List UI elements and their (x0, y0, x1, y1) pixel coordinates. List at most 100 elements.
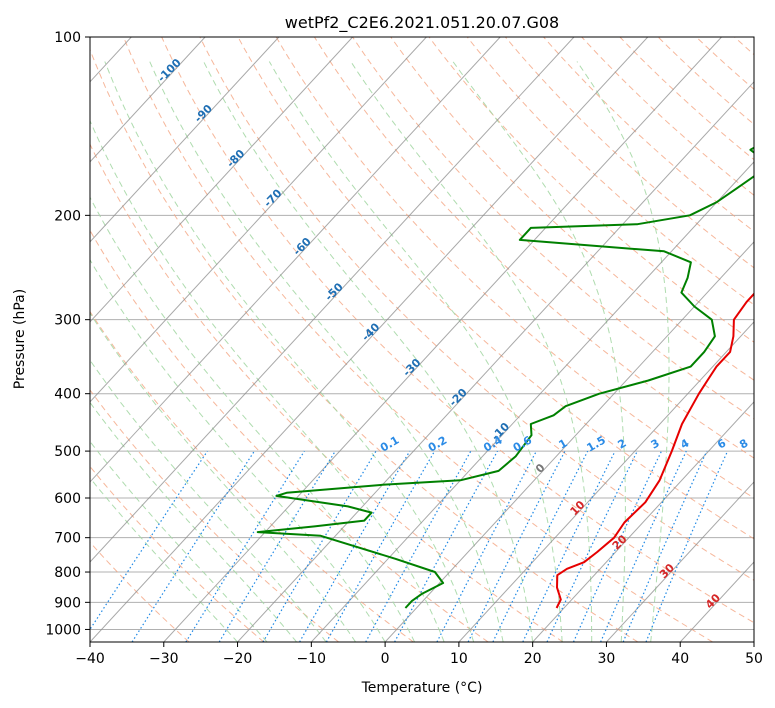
mixing-ratio-line (600, 450, 687, 642)
isotherm-label: -90 (192, 102, 215, 125)
moist-adiabat (90, 258, 386, 642)
moist-adiabat (203, 61, 534, 642)
isotherm-line (384, 241, 754, 642)
moist-adiabat (452, 61, 626, 642)
isotherm-line (458, 321, 754, 642)
dry-adiabat (90, 389, 339, 642)
moist-adiabat (90, 312, 357, 642)
mixing-ratio-line (622, 450, 708, 642)
y-tick-label: 900 (54, 595, 81, 611)
isotherm-line (679, 561, 754, 642)
mixing-ratio-line (185, 450, 305, 642)
y-tick-label: 700 (54, 531, 81, 547)
moist-adiabat (90, 477, 238, 642)
isotherm-line (90, 37, 280, 243)
isotherm-line (163, 37, 722, 642)
moist-adiabat (90, 401, 297, 642)
y-axis: 100 200 300 400 500 600 700 800 900 1000 (45, 30, 90, 638)
isotherm-line (532, 401, 754, 642)
isotherm-line (90, 37, 354, 323)
mixing-ratio-line (262, 450, 377, 642)
mixing-ratio-line (645, 450, 729, 642)
dewpoint-profile-line (256, 146, 754, 609)
dry-adiabat (734, 37, 754, 56)
plot-frame (89, 36, 755, 643)
mixing-ratio-line (325, 450, 436, 642)
x-tick-label: 0 (381, 651, 390, 667)
dry-adiabat (199, 37, 754, 581)
moist-adiabat (90, 196, 416, 642)
dry-adiabat (90, 48, 639, 642)
dry-adiabat (390, 37, 754, 381)
mixing-ratio-line (299, 450, 411, 642)
x-tick-label: 40 (671, 651, 689, 667)
x-tick-label: −30 (149, 651, 179, 667)
isotherm-label: -60 (291, 235, 314, 258)
dry-adiabat (352, 37, 754, 420)
isotherm-label: -40 (359, 320, 382, 343)
x-tick-label: −40 (75, 651, 105, 667)
moist-adiabat (350, 61, 593, 642)
isotherm-line (237, 81, 754, 642)
y-tick-label: 1000 (45, 622, 81, 638)
isotherm-label: -30 (400, 356, 423, 379)
dry-adiabat (123, 37, 713, 642)
y-tick-label: 400 (54, 387, 81, 403)
isotherm-label: -100 (155, 56, 184, 85)
isotherm-line (90, 37, 649, 642)
y-axis-title: Pressure (hPa) (12, 289, 28, 389)
isotherm-line (90, 37, 206, 163)
dry-adiabat (90, 143, 564, 642)
isotherm-line (90, 37, 427, 403)
mixing-ratio-line (492, 450, 589, 642)
dry-adiabat (161, 37, 754, 624)
y-tick-label: 800 (54, 565, 81, 581)
x-axis-title: Temperature (°C) (361, 680, 483, 696)
x-tick-label: −20 (223, 651, 253, 667)
y-tick-label: 300 (54, 313, 81, 329)
x-tick-label: −10 (297, 651, 327, 667)
y-tick-label: 100 (54, 30, 81, 46)
mixing-ratio-line (365, 450, 472, 642)
x-tick-label: 30 (598, 651, 616, 667)
isotherm-label: 10 (568, 498, 588, 518)
mixing-ratio-line (522, 450, 616, 642)
moist-adiabat (149, 61, 504, 642)
y-tick-label: 500 (54, 444, 81, 460)
y-tick-label: 200 (54, 208, 81, 224)
isotherm-line (606, 481, 754, 642)
x-tick-label: 10 (450, 651, 468, 667)
isotherm-line (753, 641, 754, 642)
isotherm-label: 20 (610, 532, 630, 552)
temperature-profile-line (555, 292, 754, 609)
y-tick-label: 600 (54, 491, 81, 507)
mixing-ratio-line (467, 450, 566, 642)
dry-adiabat (90, 465, 265, 642)
mixing-ratio-line (572, 450, 663, 642)
mixing-ratio-label: 10 (760, 434, 775, 453)
isotherm-label: -70 (261, 186, 284, 209)
mixing-ratio-label: 2 (615, 437, 628, 452)
dry-adiabat (428, 37, 754, 343)
moist-adiabat (90, 440, 268, 642)
isotherm-line (90, 37, 501, 483)
mixing-ratio-line (394, 450, 499, 642)
moist-adiabat (104, 61, 475, 642)
isotherm-line (90, 37, 575, 563)
mixing-ratio-label: 6 (715, 436, 728, 451)
moist-adiabat (90, 119, 445, 642)
plot-area: -100-90-80-70-60-50-40-30-20-10010203040… (0, 37, 775, 642)
chart-title: wetPf2_C2E6.2021.051.20.07.G08 (285, 13, 559, 33)
dry-adiabat (275, 37, 754, 499)
dry-adiabat (90, 541, 190, 642)
moist-adiabat (90, 359, 327, 642)
isotherm-line (0, 37, 58, 642)
isotherm-label: -80 (224, 147, 247, 170)
mixing-ratio-label: 8 (737, 437, 750, 452)
mixing-ratio-line (218, 450, 336, 642)
isotherm-line (310, 161, 754, 642)
dry-adiabat (505, 37, 754, 269)
x-axis: −40 −30 −20 −10 0 10 20 30 40 50 (75, 642, 763, 667)
mixing-ratio-line (131, 450, 255, 642)
